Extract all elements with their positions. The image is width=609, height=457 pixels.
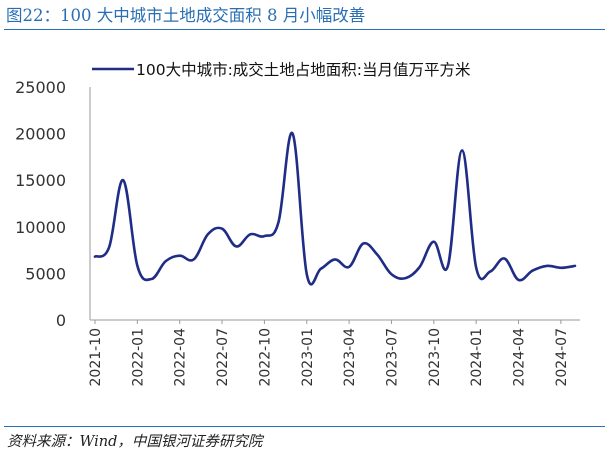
x-tick-label: 2024-07 xyxy=(554,328,570,387)
title-divider xyxy=(4,29,605,30)
y-tick-label: 15000 xyxy=(15,171,66,190)
source-note: 资料来源：Wind，中国银河证券研究院 xyxy=(7,434,263,450)
chart-legend: 100大中城市:成交土地占地面积:当月值万平方米 xyxy=(92,61,471,79)
source-divider xyxy=(4,426,605,427)
x-tick-label: 2024-04 xyxy=(512,328,528,387)
y-tick-label: 25000 xyxy=(15,78,66,97)
x-tick-label: 2022-01 xyxy=(130,328,146,387)
x-tick-label: 2023-07 xyxy=(384,328,400,387)
x-axis-ticks: 2021-10 2022-01 2022-04 2022-07 2022-10 2023-… xyxy=(88,320,570,387)
figure-title: 图22：100 大中城市土地成交面积 8 月小幅改善 xyxy=(6,6,366,25)
y-tick-label: 10000 xyxy=(15,218,66,237)
series-line xyxy=(93,131,577,286)
x-tick-label: 2023-04 xyxy=(342,328,358,387)
x-tick-label: 2023-10 xyxy=(427,328,443,387)
y-tick-label: 0 xyxy=(56,311,66,330)
x-tick-label: 2022-10 xyxy=(257,328,273,387)
x-tick-label: 2023-01 xyxy=(300,328,316,387)
y-tick-label: 20000 xyxy=(15,125,66,144)
y-axis-ticks: 25000 20000 15000 10000 5000 0 xyxy=(15,78,66,330)
legend-label: 100大中城市:成交土地占地面积:当月值万平方米 xyxy=(136,61,471,79)
x-tick-label: 2024-01 xyxy=(469,328,485,387)
x-tick-label: 2022-07 xyxy=(215,328,231,387)
x-tick-label: 2022-04 xyxy=(173,328,189,387)
x-tick-label: 2021-10 xyxy=(88,328,104,387)
y-tick-label: 5000 xyxy=(25,264,66,283)
